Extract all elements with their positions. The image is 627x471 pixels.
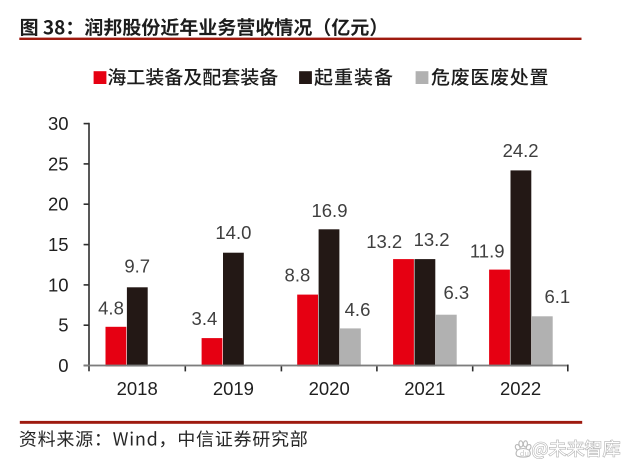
svg-text:15: 15	[48, 234, 69, 255]
svg-text:16.9: 16.9	[311, 200, 347, 221]
svg-text:4.6: 4.6	[345, 299, 371, 320]
svg-text:20: 20	[48, 194, 69, 215]
svg-text:14.0: 14.0	[215, 222, 251, 243]
svg-text:10: 10	[48, 274, 69, 295]
svg-text:11.9: 11.9	[470, 240, 505, 261]
svg-text:4.8: 4.8	[98, 297, 124, 318]
svg-text:0: 0	[58, 355, 68, 376]
svg-text:25: 25	[48, 153, 69, 174]
svg-text:2018: 2018	[117, 378, 158, 399]
svg-text:9.7: 9.7	[124, 255, 150, 276]
svg-text:13.2: 13.2	[366, 231, 402, 252]
svg-text:3.4: 3.4	[192, 308, 218, 329]
svg-text:2019: 2019	[213, 378, 254, 399]
svg-text:13.2: 13.2	[414, 229, 450, 250]
svg-text:8.8: 8.8	[285, 265, 311, 286]
svg-text:24.2: 24.2	[503, 140, 539, 161]
svg-text:2022: 2022	[500, 378, 541, 399]
svg-text:2020: 2020	[309, 378, 350, 399]
svg-text:2021: 2021	[404, 378, 445, 399]
svg-text:5: 5	[58, 315, 68, 336]
svg-text:6.3: 6.3	[443, 282, 469, 303]
svg-text:6.1: 6.1	[544, 286, 570, 307]
svg-text:30: 30	[48, 113, 69, 134]
